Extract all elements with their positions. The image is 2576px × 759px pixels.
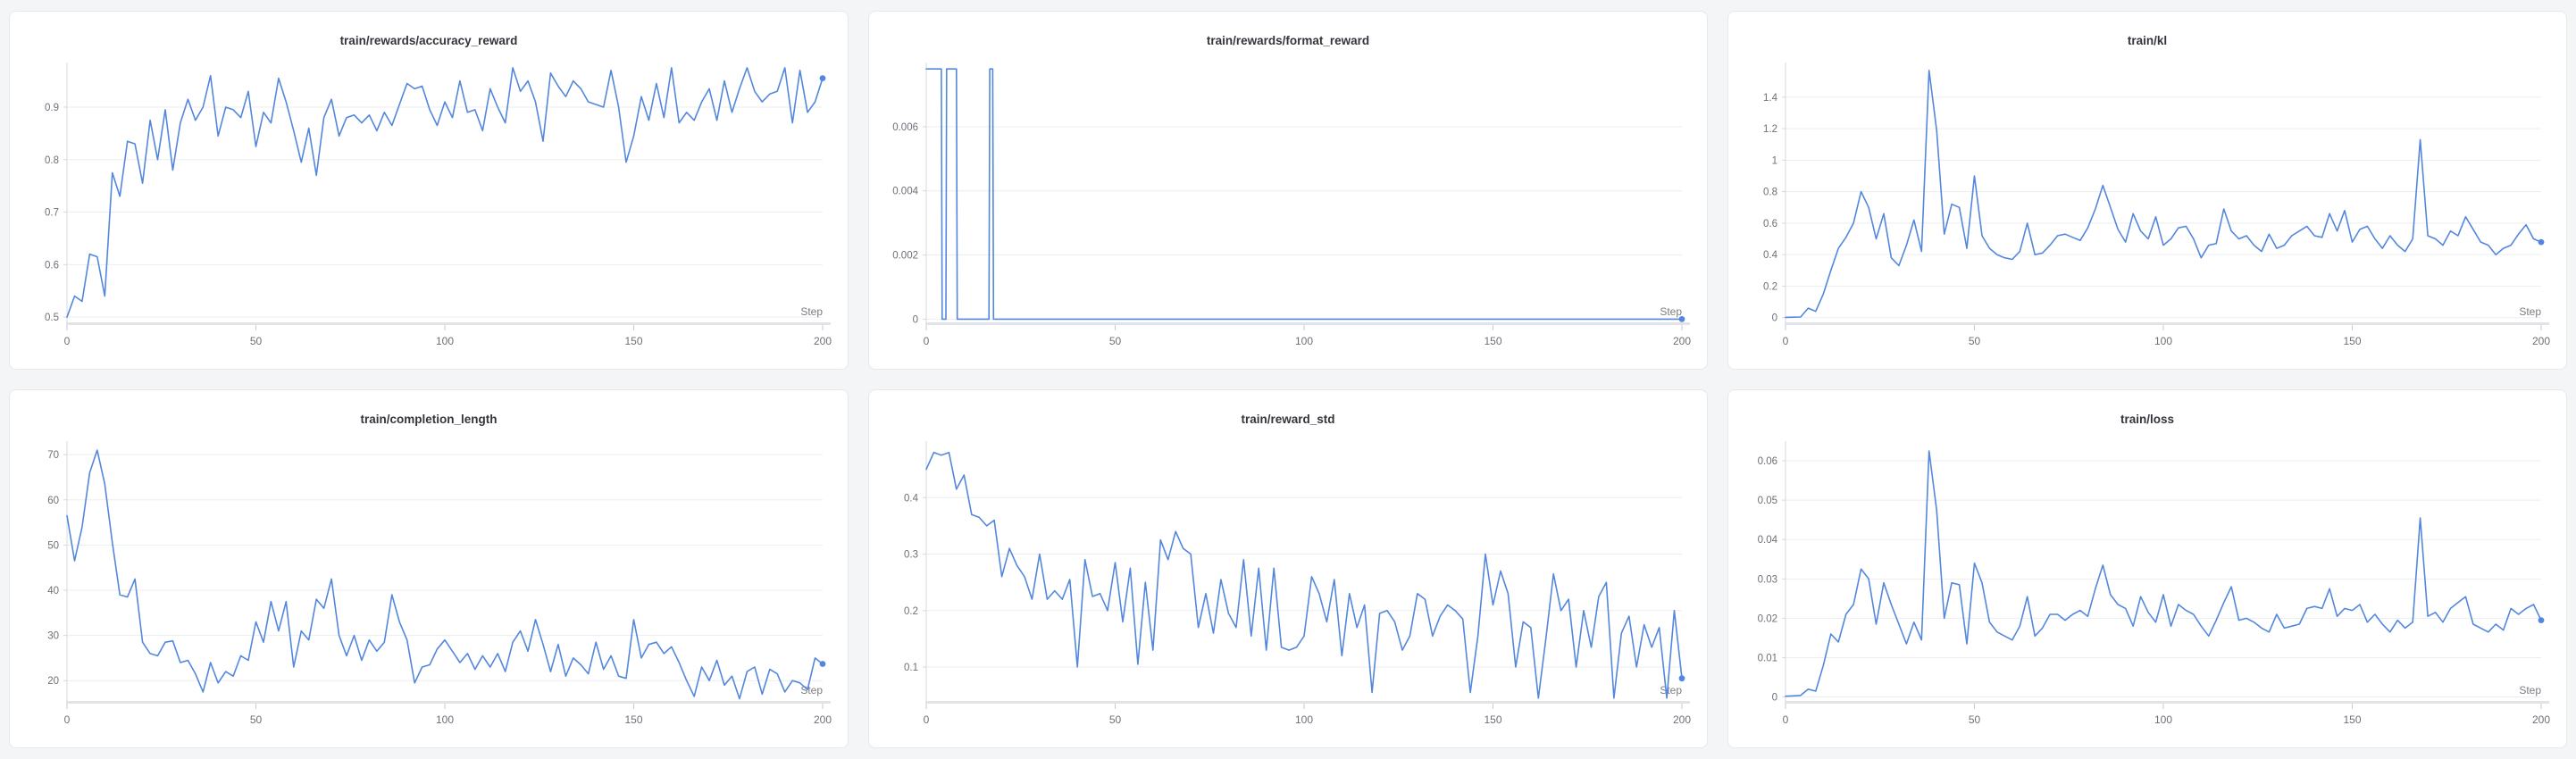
chart-panel-completion-length[interactable]: train/completion_length 20 30 40 50 60 70 0 50 1… [9,389,849,748]
svg-text:1.4: 1.4 [1763,93,1778,104]
svg-text:150: 150 [1484,335,1501,347]
svg-text:0: 0 [64,713,71,726]
svg-text:1: 1 [1772,155,1777,166]
svg-text:50: 50 [47,540,59,551]
svg-text:50: 50 [1109,335,1122,347]
svg-text:100: 100 [1295,713,1313,726]
chart-panel-format-reward[interactable]: train/rewards/format_reward 0 0.002 0.004 0… [868,11,1708,370]
svg-text:0.6: 0.6 [1763,219,1777,229]
completion-length-line-chart[interactable]: 20 30 40 50 60 70 0 50 100 150 200 Step [10,427,848,747]
svg-text:150: 150 [624,713,642,726]
svg-text:0.4: 0.4 [1763,250,1778,261]
chart-title: train/rewards/accuracy_reward [339,34,518,47]
svg-text:0.2: 0.2 [1763,281,1777,292]
svg-text:0.8: 0.8 [1763,188,1777,198]
svg-text:0: 0 [1783,713,1789,726]
svg-text:50: 50 [1969,335,1981,347]
svg-text:0.3: 0.3 [904,550,918,561]
chart-title: train/loss [2120,413,2175,426]
svg-text:0.02: 0.02 [1758,613,1777,624]
format-reward-line-chart[interactable]: 0 0.002 0.004 0.006 0 50 100 150 200 Step [869,48,1707,369]
chart-panel-reward-std[interactable]: train/reward_std 0.1 0.2 0.3 0.4 0 50 100 150 20… [868,389,1708,748]
svg-text:0: 0 [1783,335,1789,347]
svg-text:50: 50 [1109,713,1122,726]
svg-text:200: 200 [814,335,832,347]
svg-text:0.8: 0.8 [45,155,59,166]
svg-text:0.2: 0.2 [904,606,918,617]
svg-text:150: 150 [624,335,642,347]
svg-text:50: 50 [250,335,263,347]
svg-text:0.6: 0.6 [45,260,59,271]
accuracy-reward-line-chart[interactable]: 0.5 0.6 0.7 0.8 0.9 0 50 100 150 200 Step [10,48,848,369]
svg-text:70: 70 [47,450,59,461]
svg-text:0: 0 [924,335,930,347]
svg-text:200: 200 [2532,713,2550,726]
chart-panel-kl[interactable]: train/kl 0 0.2 0.4 0.6 0.8 1 1.2 1.4 0 50 100 150 20… [1727,11,2567,370]
svg-text:0.06: 0.06 [1758,456,1777,467]
svg-text:0.7: 0.7 [45,208,59,219]
svg-text:150: 150 [2343,335,2361,347]
chart-panel-accuracy-reward[interactable]: train/rewards/accuracy_reward 0.5 0.6 0.7 0… [9,11,849,370]
svg-text:Step: Step [800,684,823,696]
svg-text:150: 150 [2343,713,2361,726]
svg-text:0.5: 0.5 [45,313,59,323]
svg-text:100: 100 [436,335,454,347]
svg-text:100: 100 [1295,335,1313,347]
svg-text:0: 0 [913,314,918,325]
svg-text:0: 0 [64,335,71,347]
svg-text:200: 200 [1673,713,1691,726]
svg-text:0.04: 0.04 [1758,535,1778,546]
svg-text:200: 200 [2532,335,2550,347]
svg-text:Step: Step [800,305,823,318]
svg-text:0.05: 0.05 [1758,496,1777,506]
svg-text:0.01: 0.01 [1758,654,1777,664]
svg-text:Step: Step [2519,684,2541,696]
svg-text:60: 60 [47,496,59,506]
svg-text:0.006: 0.006 [892,122,918,133]
svg-text:0.004: 0.004 [892,187,918,197]
chart-title: train/rewards/format_reward [1206,34,1370,47]
svg-text:Step: Step [1660,684,1682,696]
reward-std-line-chart[interactable]: 0.1 0.2 0.3 0.4 0 50 100 150 200 Step [869,427,1707,747]
chart-panel-loss[interactable]: train/loss 0 0.01 0.02 0.03 0.04 0.05 0.06 0 50 1… [1727,389,2567,748]
svg-text:0: 0 [1772,313,1777,324]
svg-text:200: 200 [814,713,832,726]
svg-text:200: 200 [1673,335,1691,347]
svg-text:100: 100 [2154,713,2172,726]
chart-title: train/reward_std [1241,413,1335,426]
svg-text:30: 30 [47,631,59,642]
svg-text:150: 150 [1484,713,1501,726]
loss-line-chart[interactable]: 0 0.01 0.02 0.03 0.04 0.05 0.06 0 50 100 150 200 Ste… [1728,427,2566,747]
svg-text:Step: Step [2519,305,2541,318]
svg-text:100: 100 [2154,335,2172,347]
svg-text:0.1: 0.1 [904,663,918,673]
kl-line-chart[interactable]: 0 0.2 0.4 0.6 0.8 1 1.2 1.4 0 50 100 150 200 Step [1728,48,2566,369]
chart-title: train/completion_length [360,413,498,426]
svg-text:40: 40 [47,586,59,596]
svg-text:0.002: 0.002 [892,251,918,262]
svg-text:0.4: 0.4 [904,493,919,504]
svg-text:1.2: 1.2 [1763,124,1777,135]
svg-text:20: 20 [47,676,59,687]
svg-text:0: 0 [924,713,930,726]
svg-text:100: 100 [436,713,454,726]
svg-text:0.03: 0.03 [1758,574,1777,585]
svg-text:50: 50 [250,713,263,726]
svg-text:50: 50 [1969,713,1981,726]
chart-title: train/kl [2127,34,2168,47]
svg-text:0: 0 [1772,693,1777,704]
svg-text:Step: Step [1660,305,1682,318]
svg-text:0.9: 0.9 [45,103,59,113]
